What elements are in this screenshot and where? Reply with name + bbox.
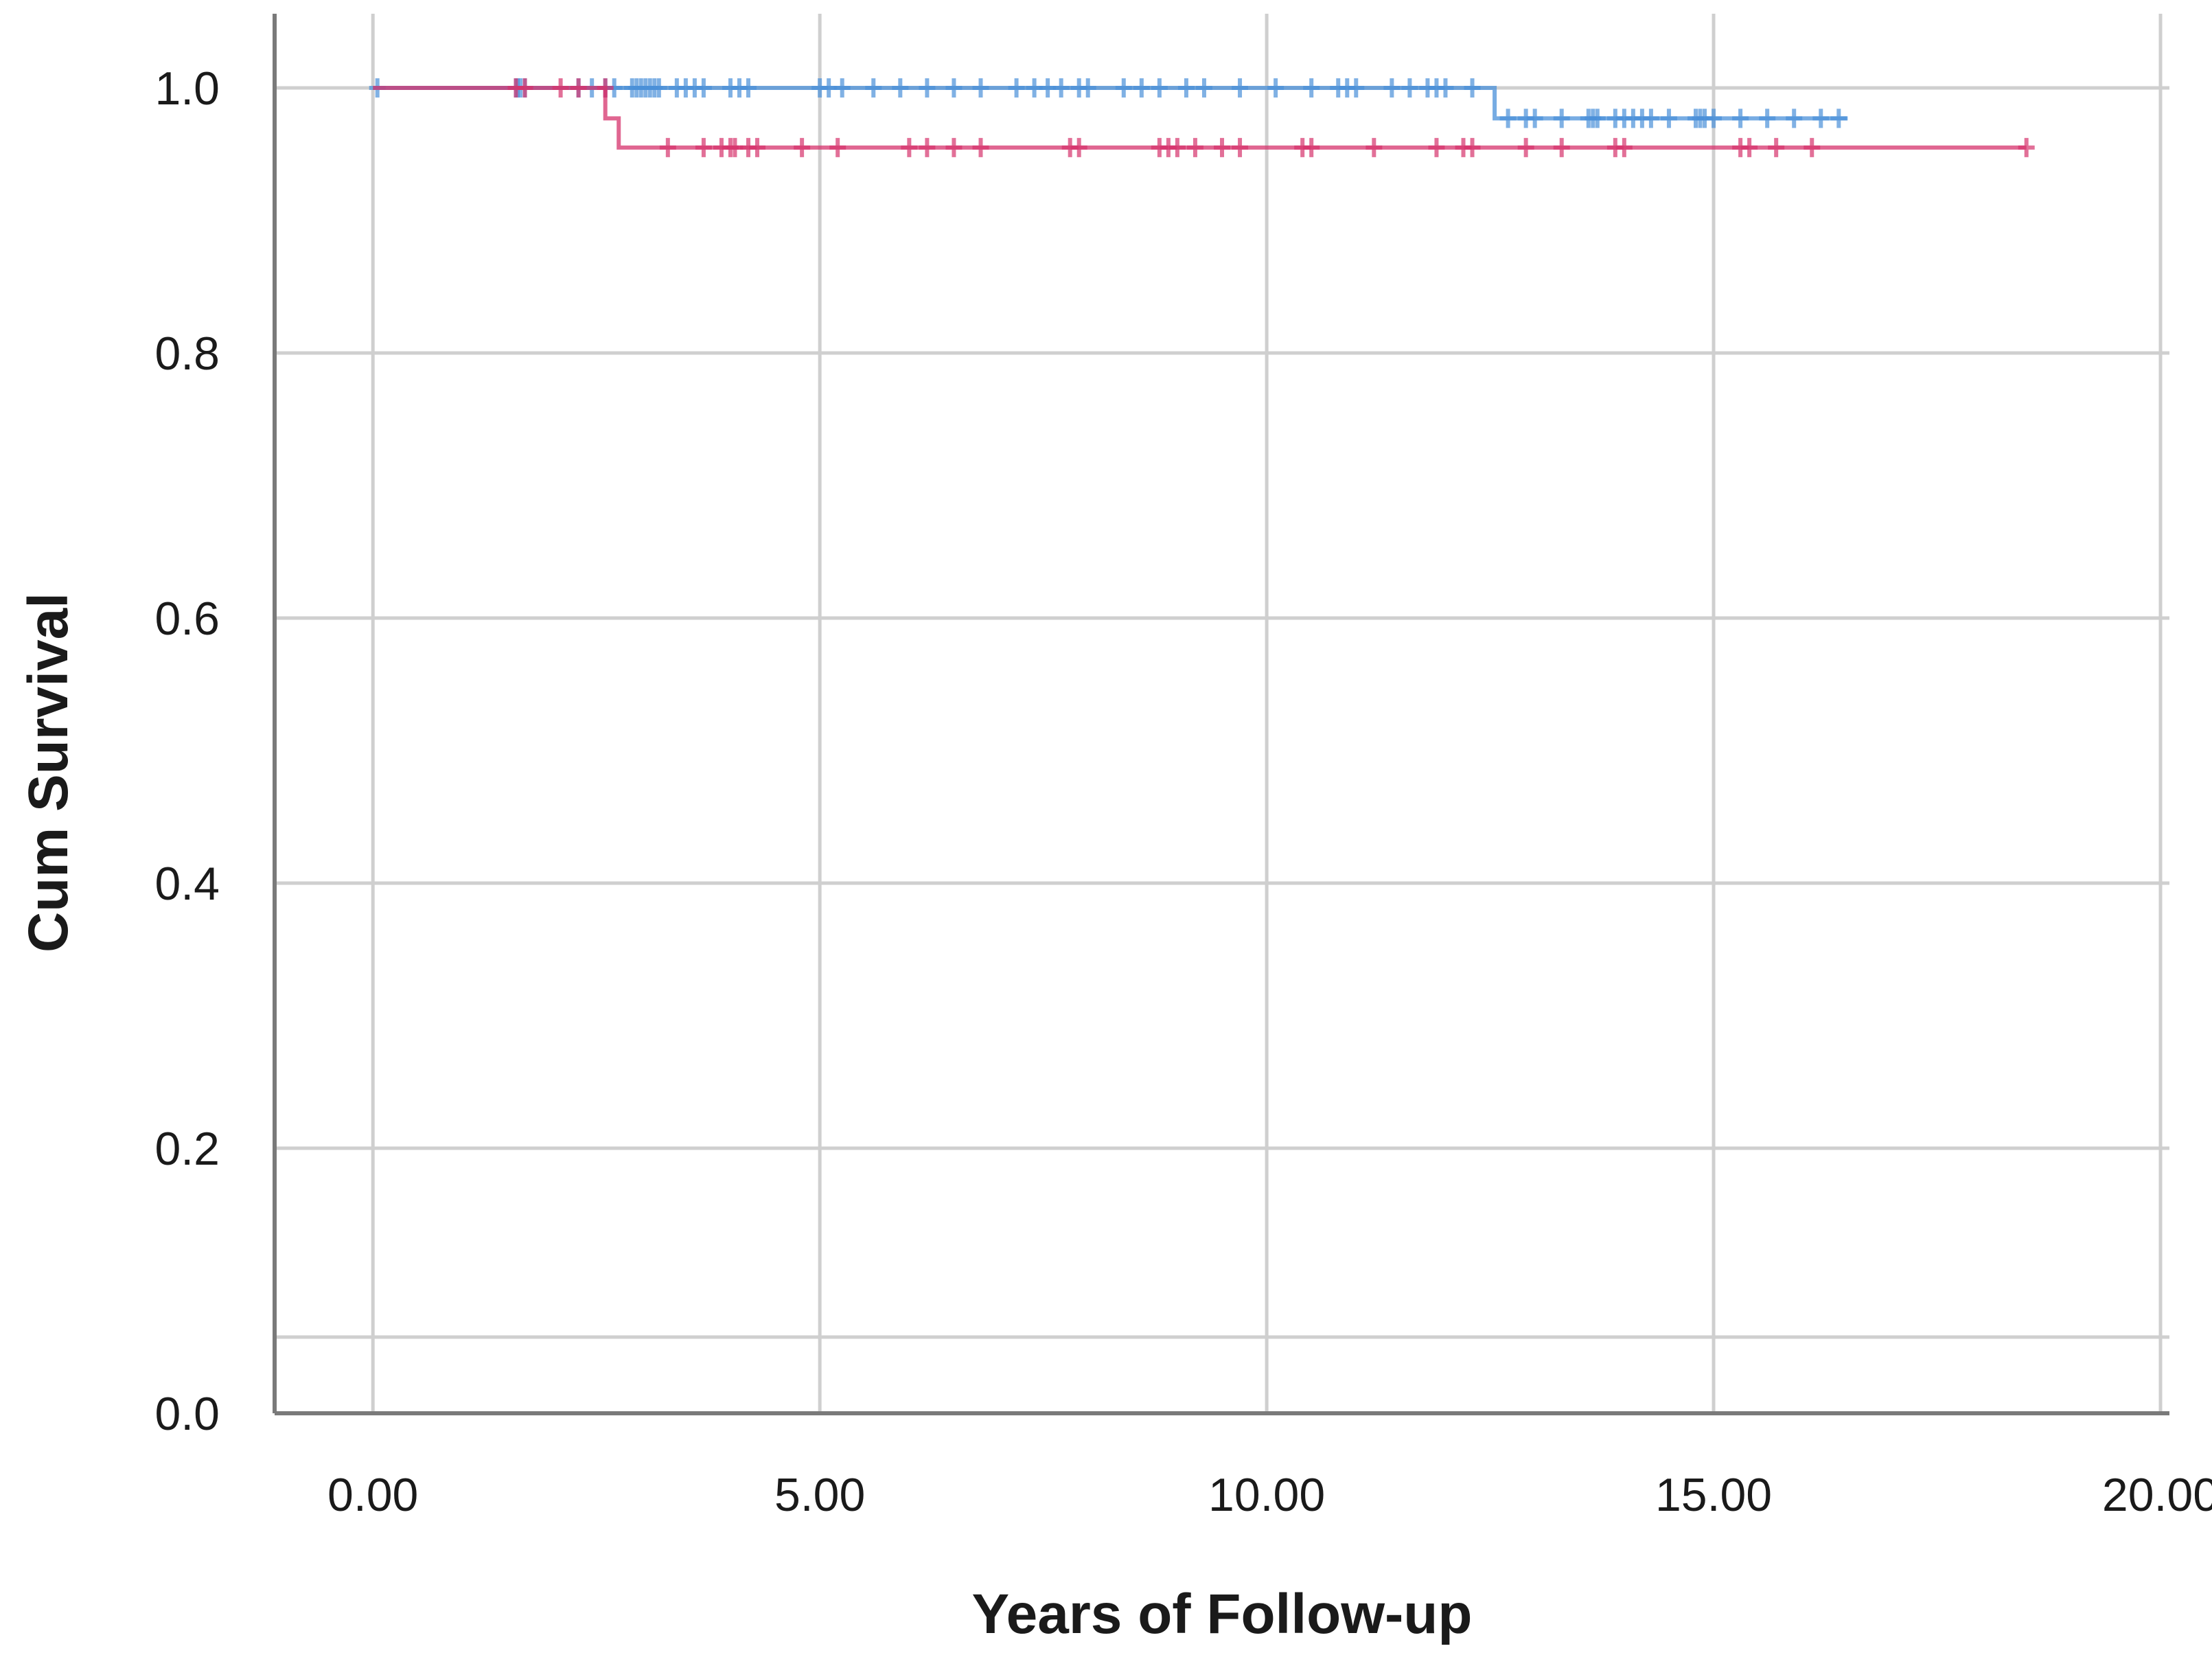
x-tick-label: 15.00: [1655, 1469, 1772, 1521]
censor-mark: [945, 78, 963, 98]
censor-mark: [1830, 109, 1847, 128]
censor-mark: [516, 78, 533, 98]
survival-step-line: [373, 86, 1848, 121]
survival-series-1: [369, 78, 1848, 128]
censor-mark: [1195, 78, 1212, 98]
censor-mark: [892, 78, 909, 98]
censor-mark: [1437, 78, 1454, 98]
censor-mark: [695, 137, 712, 157]
censor-mark: [901, 137, 918, 157]
censor-mark: [919, 78, 936, 98]
x-tick-label: 20.00: [2102, 1469, 2212, 1521]
censor-mark: [740, 78, 757, 98]
censor-mark: [659, 137, 676, 157]
censor-mark: [1759, 109, 1776, 128]
censor-mark: [833, 78, 851, 98]
censor-mark: [1428, 137, 1445, 157]
censor-mark: [1732, 109, 1749, 128]
censor-mark: [1464, 137, 1481, 157]
censor-mark: [945, 137, 963, 157]
censor-mark: [794, 137, 811, 157]
censor-mark: [2018, 137, 2035, 157]
censor-mark: [1705, 109, 1723, 128]
censor-mark: [1499, 109, 1517, 128]
censor-mark: [1232, 78, 1249, 98]
censor-mark: [972, 137, 989, 157]
y-tick-label: 0.6: [154, 593, 220, 645]
y-axis-title: Cum Survival: [17, 593, 80, 952]
censor-mark: [1786, 109, 1803, 128]
x-tick-label: 0.00: [327, 1469, 418, 1521]
censor-mark: [972, 78, 989, 98]
censor-mark: [597, 78, 614, 98]
x-axis-title: Years of Follow-up: [972, 1583, 1473, 1645]
censor-mark: [1070, 137, 1087, 157]
y-tick-label: 0.4: [154, 858, 220, 910]
censor-mark: [552, 78, 569, 98]
censor-mark: [1553, 109, 1570, 128]
censor-mark: [1008, 78, 1025, 98]
censor-mark: [1804, 137, 1821, 157]
censor-mark: [1052, 78, 1070, 98]
censor-mark: [1642, 109, 1659, 128]
censor-mark: [829, 137, 846, 157]
y-tick-label: 0.2: [154, 1123, 220, 1175]
censor-mark: [865, 78, 882, 98]
tick-labels: 0.00 5.00 10.00 15.00 20.00 0.0 0.2 0.4 0.6 0.8 1.…: [154, 62, 2212, 1521]
censor-mark: [1660, 109, 1677, 128]
censor-mark: [1615, 137, 1633, 157]
censor-mark: [1526, 109, 1543, 128]
censor-mark: [1303, 78, 1320, 98]
censor-mark: [1151, 78, 1168, 98]
censor-mark: [695, 78, 712, 98]
series-layer: [369, 78, 2035, 157]
censor-mark: [1168, 137, 1186, 157]
x-tick-label: 5.00: [774, 1469, 865, 1521]
censor-mark: [1079, 78, 1096, 98]
censor-mark: [1812, 109, 1830, 128]
y-tick-label: 1.0: [154, 62, 220, 115]
censor-mark: [1741, 137, 1758, 157]
censor-mark: [1115, 78, 1132, 98]
censor-mark: [1517, 137, 1534, 157]
censor-mark: [1589, 109, 1606, 128]
x-tick-label: 10.00: [1208, 1469, 1325, 1521]
censor-mark: [1366, 137, 1383, 157]
y-tick-label: 0.8: [154, 328, 220, 380]
censor-mark: [1768, 137, 1785, 157]
censor-mark: [1464, 78, 1481, 98]
censor-mark: [1303, 137, 1320, 157]
censor-mark: [1401, 78, 1418, 98]
censor-mark: [1177, 78, 1195, 98]
censor-mark: [1348, 78, 1365, 98]
censor-mark: [919, 137, 936, 157]
censor-mark: [1383, 78, 1401, 98]
survival-series-2: [373, 78, 2035, 157]
censor-mark: [1232, 137, 1249, 157]
censor-mark: [749, 137, 766, 157]
censor-mark: [1186, 137, 1203, 157]
censor-mark: [1553, 137, 1570, 157]
axes: [273, 14, 2169, 1415]
y-tick-label: 0.0: [154, 1388, 220, 1440]
censor-mark: [570, 78, 587, 98]
censor-mark: [1214, 137, 1230, 157]
censor-mark: [1267, 78, 1284, 98]
grid-lines: [275, 14, 2169, 1413]
censor-mark: [650, 78, 667, 98]
censor-mark: [1133, 78, 1150, 98]
